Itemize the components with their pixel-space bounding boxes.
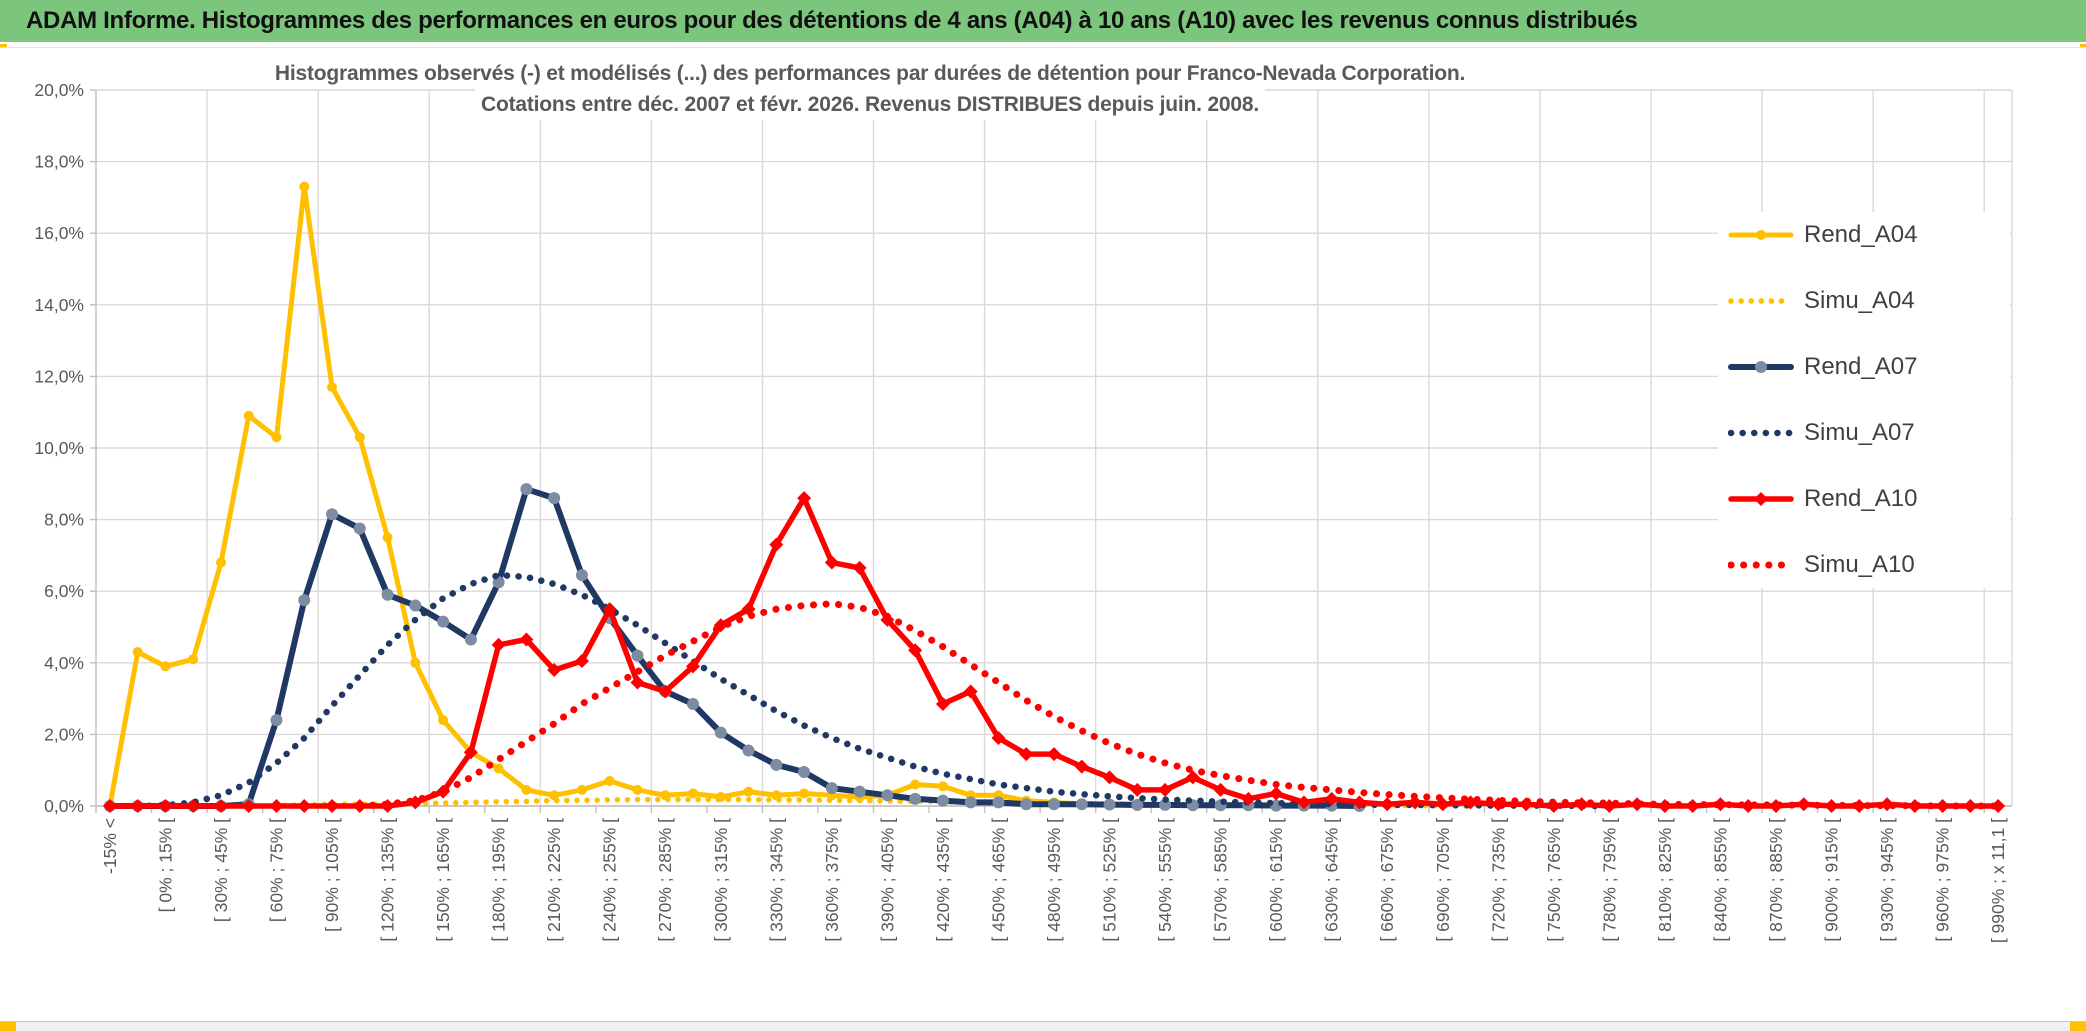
x-axis-label: [ 630% ; 645% [ — [1322, 818, 1342, 942]
svg-text:20,0%: 20,0% — [34, 80, 84, 100]
legend-label: Simu_A04 — [1804, 287, 1915, 314]
legend-item-Rend_A10: Rend_A10 — [1728, 484, 2010, 514]
legend-label: Simu_A10 — [1804, 551, 1915, 578]
chart-title-line1: Histogrammes observés (-) et modélisés (… — [268, 58, 1472, 89]
legend-item-Simu_A04: Simu_A04 — [1728, 286, 2010, 316]
scrollbar-right-cap[interactable] — [2070, 1022, 2086, 1031]
legend-sample-dotted-line-icon — [1728, 561, 1794, 569]
legend-item-Rend_A04: Rend_A04 — [1728, 220, 2010, 250]
legend-sample-dotted-line-icon — [1728, 298, 1794, 304]
x-axis-label: [ 120% ; 135% [ — [378, 818, 398, 942]
x-axis-label: [ 30% ; 45% [ — [211, 818, 231, 922]
legend-label: Simu_A07 — [1804, 419, 1915, 446]
series-Rend_A07 — [103, 483, 1366, 812]
x-axis-label: -15% < — [100, 818, 120, 874]
x-axis-label: [ 180% ; 195% [ — [489, 818, 509, 942]
svg-text:10,0%: 10,0% — [34, 438, 84, 458]
series-Simu_A10 — [356, 600, 2002, 810]
x-axis-label: [ 60% ; 75% [ — [266, 818, 286, 922]
legend-sample-solid-line-icon — [1728, 230, 1794, 240]
page-title-banner: ADAM Informe. Histogrammes des performan… — [0, 0, 2086, 42]
x-axis-label: [ 930% ; 945% [ — [1877, 818, 1897, 942]
x-axis-label: [ 150% ; 165% [ — [433, 818, 453, 942]
x-axis-label: [ 840% ; 855% [ — [1710, 818, 1730, 942]
x-axis-label: [ 720% ; 735% [ — [1488, 818, 1508, 942]
legend-sample-dotted-line-icon — [1728, 429, 1794, 437]
x-axis-label: [ 780% ; 795% [ — [1599, 818, 1619, 942]
legend-item-Simu_A07: Simu_A07 — [1728, 418, 2010, 448]
x-axis-label: [ 900% ; 915% [ — [1822, 818, 1842, 942]
x-axis-label: [ 0% ; 15% [ — [155, 818, 175, 912]
page-title: ADAM Informe. Histogrammes des performan… — [26, 7, 1638, 34]
x-axis-label: [ 990% ; x 11,1 [ — [1988, 818, 2008, 943]
legend-sample-solid-line-icon — [1728, 492, 1794, 506]
legend-item-Simu_A10: Simu_A10 — [1728, 550, 2010, 580]
chart-title-line2: Cotations entre déc. 2007 et févr. 2026.… — [474, 89, 1266, 120]
x-axis-label: [ 870% ; 885% [ — [1766, 818, 1786, 942]
legend-label: Rend_A10 — [1804, 485, 1918, 512]
horizontal-scrollbar[interactable] — [0, 1021, 2086, 1031]
x-axis-label: [ 270% ; 285% [ — [655, 818, 675, 942]
x-axis-label: [ 690% ; 705% [ — [1433, 818, 1453, 942]
svg-text:2,0%: 2,0% — [44, 724, 84, 744]
x-axis-label: [ 300% ; 315% [ — [711, 818, 731, 942]
x-axis-label: [ 90% ; 105% [ — [322, 818, 342, 932]
svg-text:18,0%: 18,0% — [34, 152, 84, 172]
x-axis-label: [ 330% ; 345% [ — [766, 818, 786, 942]
x-axis-label: [ 660% ; 675% [ — [1377, 818, 1397, 942]
svg-text:0,0%: 0,0% — [44, 796, 84, 816]
x-axis-label: [ 390% ; 405% [ — [877, 818, 897, 942]
x-axis-label: [ 750% ; 765% [ — [1544, 818, 1564, 942]
svg-text:16,0%: 16,0% — [34, 223, 84, 243]
x-axis-label: [ 210% ; 225% [ — [544, 818, 564, 942]
svg-text:12,0%: 12,0% — [34, 366, 84, 386]
x-axis-label: [ 360% ; 375% [ — [822, 818, 842, 942]
x-axis-label: [ 810% ; 825% [ — [1655, 818, 1675, 942]
chart-title: Histogrammes observés (-) et modélisés (… — [0, 58, 1740, 120]
x-axis-label: [ 600% ; 615% [ — [1266, 818, 1286, 942]
legend-sample-solid-line-icon — [1728, 361, 1794, 373]
legend-label: Rend_A04 — [1804, 221, 1918, 248]
x-axis-label: [ 480% ; 495% [ — [1044, 818, 1064, 942]
x-axis-label: [ 570% ; 585% [ — [1211, 818, 1231, 942]
legend-label: Rend_A07 — [1804, 353, 1918, 380]
x-axis-label: [ 540% ; 555% [ — [1155, 818, 1175, 942]
svg-text:8,0%: 8,0% — [44, 510, 84, 530]
chart-legend: Rend_A04 Simu_A04 Rend_A07 Simu_A07 Rend_A10… — [1718, 212, 2010, 588]
x-axis-label: [ 450% ; 465% [ — [988, 818, 1008, 942]
x-axis-label: [ 420% ; 435% [ — [933, 818, 953, 942]
x-axis-label: [ 510% ; 525% [ — [1100, 818, 1120, 942]
legend-item-Rend_A07: Rend_A07 — [1728, 352, 2010, 382]
scrollbar-left-cap[interactable] — [0, 1022, 16, 1031]
x-axis-label: [ 240% ; 255% [ — [600, 818, 620, 942]
svg-text:14,0%: 14,0% — [34, 295, 84, 315]
svg-text:4,0%: 4,0% — [44, 653, 84, 673]
svg-text:6,0%: 6,0% — [44, 581, 84, 601]
x-axis-label: [ 960% ; 975% [ — [1933, 818, 1953, 942]
